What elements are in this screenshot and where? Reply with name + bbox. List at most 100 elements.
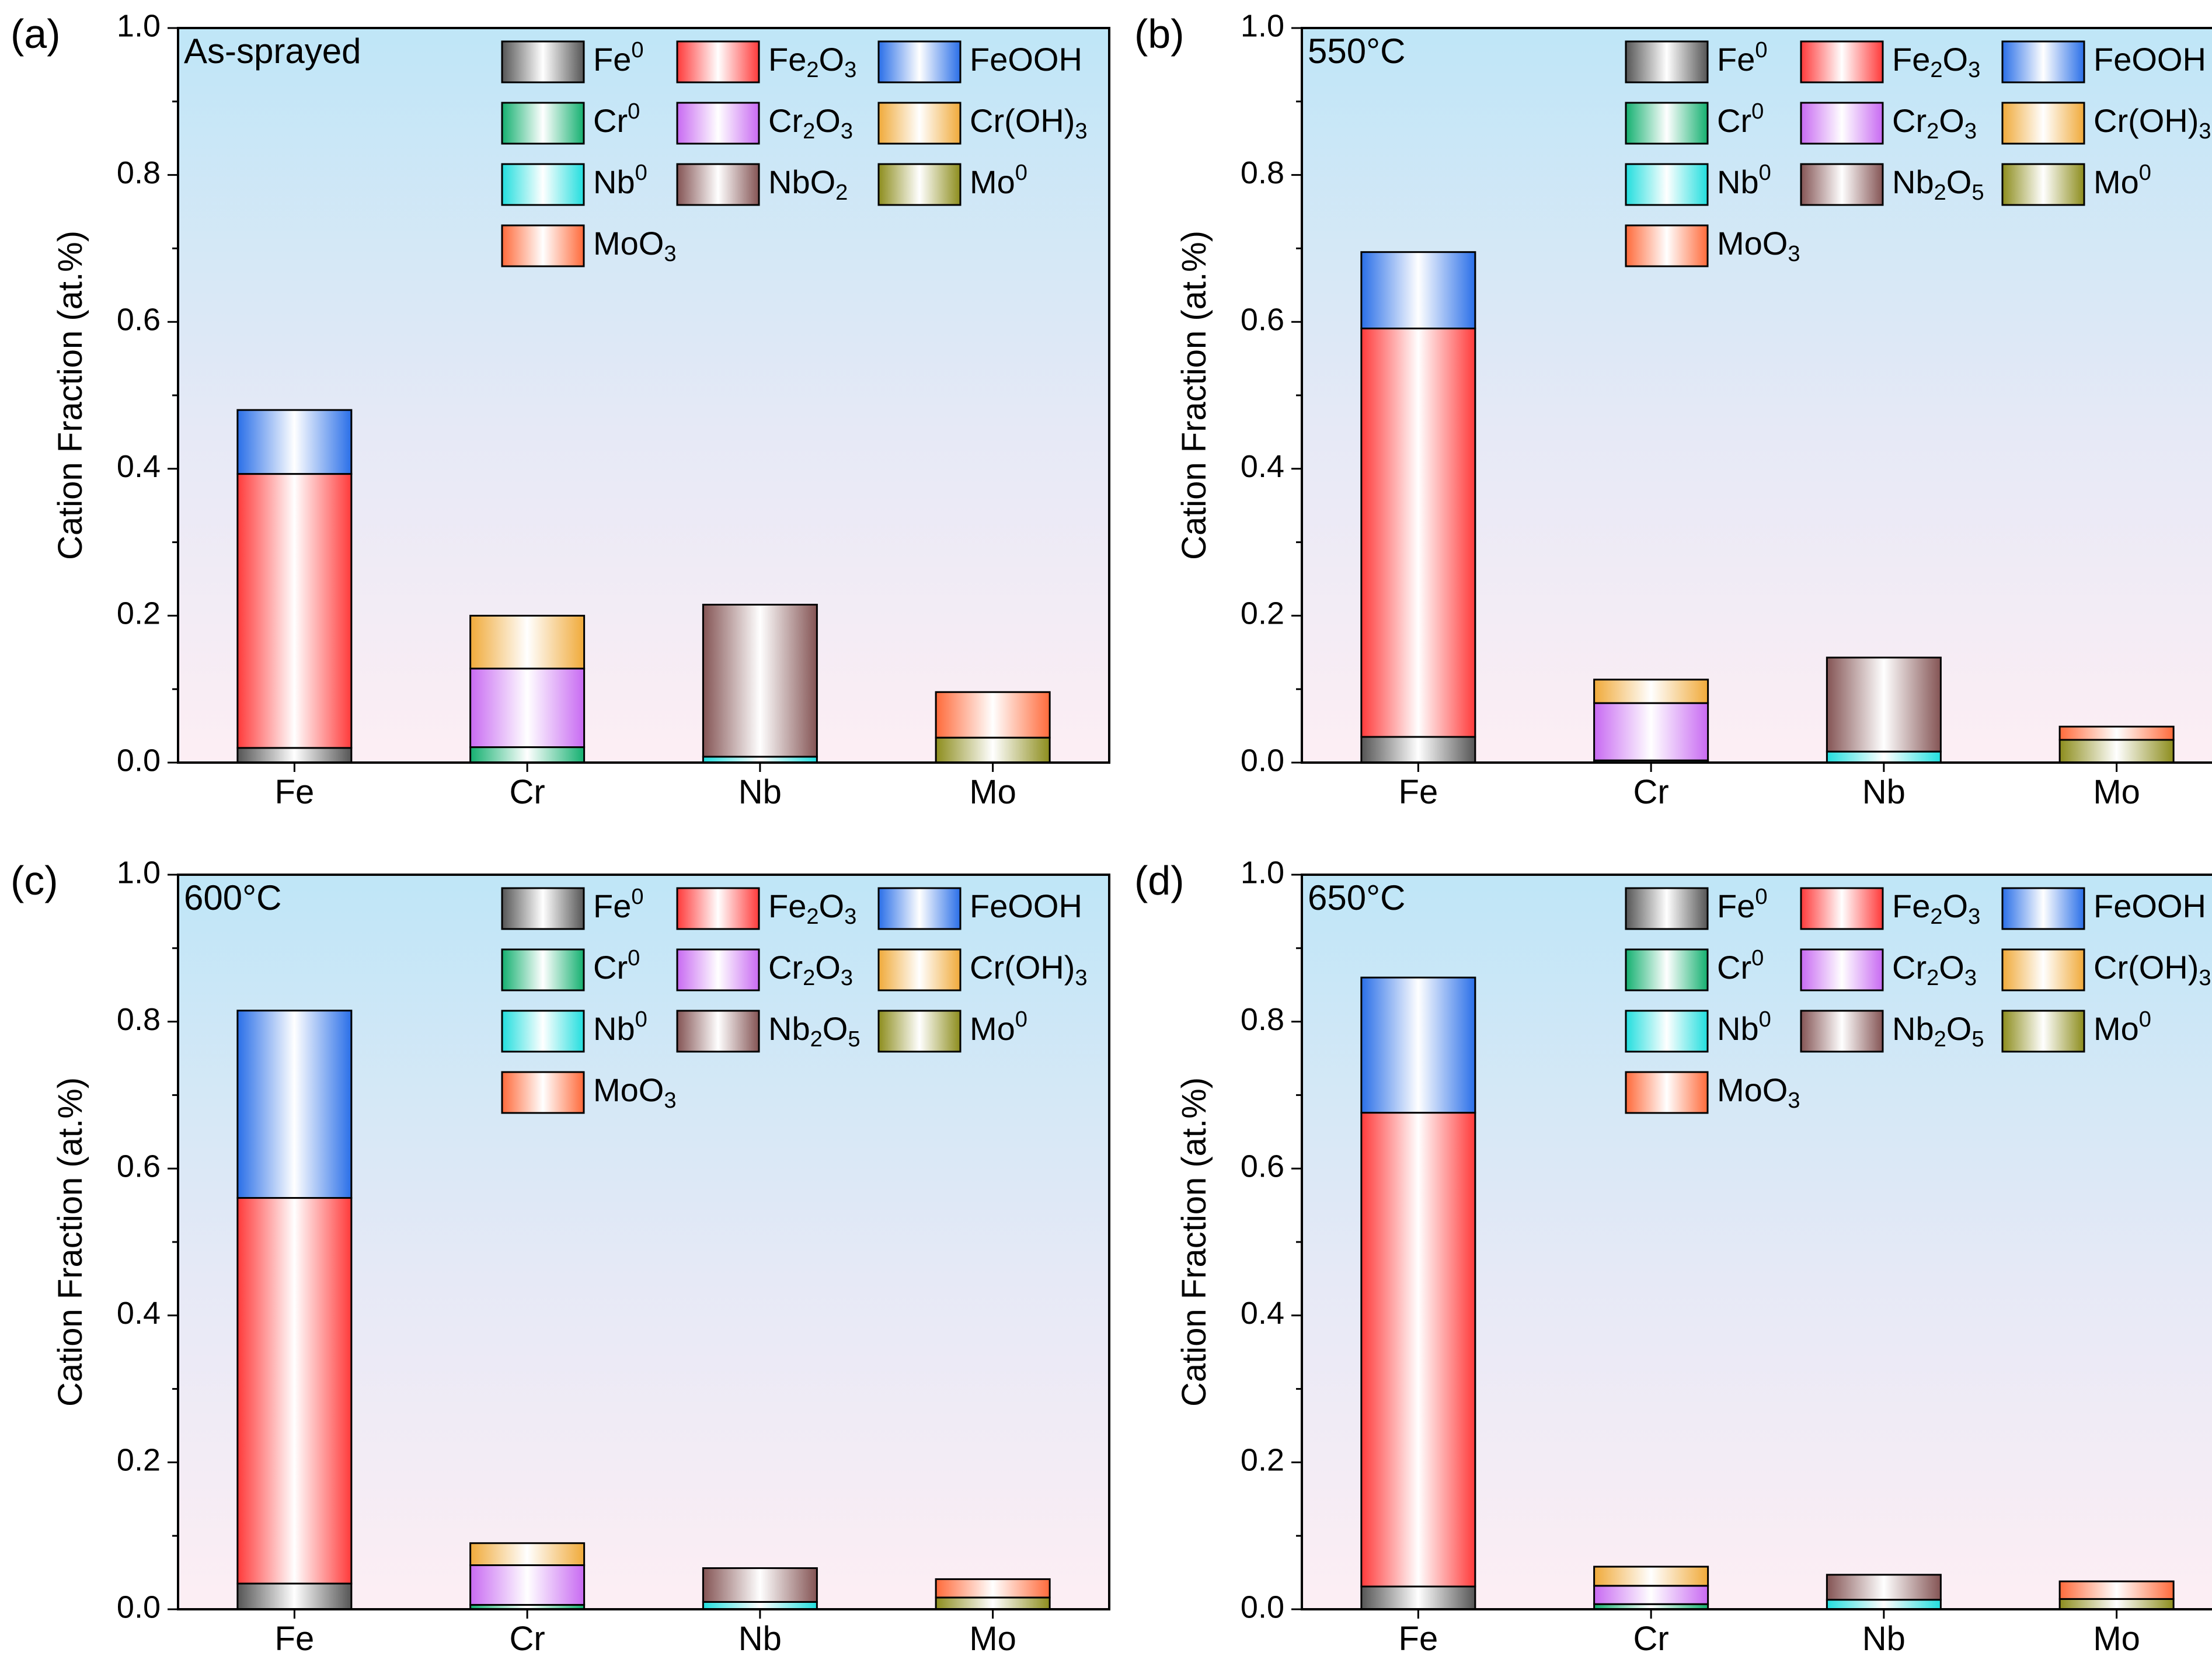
legend-swatch — [1800, 1010, 1884, 1053]
legend-item-nbo2: NbO2​ — [676, 163, 848, 206]
legend-swatch — [1800, 40, 1884, 84]
x-tick-label: Cr — [510, 773, 545, 811]
x-tick-label: Nb — [1862, 773, 1906, 811]
legend-swatch — [501, 887, 585, 930]
bar-segment-nb-nb2o5 — [702, 1567, 818, 1603]
bar-segment-fe-feooh — [236, 409, 353, 475]
legend-item-cr2o3: Cr2O3​ — [1800, 948, 1977, 991]
bar-segment-nb-nbo2 — [702, 604, 818, 758]
legend-item-mo0: Mo0​ — [2001, 1007, 2151, 1053]
y-tick-label: 1.0 — [1241, 8, 1284, 43]
legend-swatch — [877, 163, 962, 206]
legend-label: Mo0​ — [970, 161, 1027, 200]
legend-label: Cr2O3​ — [1892, 949, 1977, 990]
legend-item-moo3: MoO3​ — [1625, 1071, 1800, 1114]
legend-swatch — [1625, 1010, 1709, 1053]
bar-segment-cr-croh3 — [469, 1542, 586, 1567]
legend-swatch — [2001, 102, 2085, 145]
legend-swatch — [1800, 887, 1884, 930]
y-tick-label: 0.8 — [117, 1002, 161, 1037]
legend-item-fe0: Fe0​ — [501, 38, 644, 84]
legend-label: FeOOH — [970, 41, 1082, 78]
legend-item-croh3: Cr(OH)3​ — [877, 948, 1088, 991]
legend-item-cr0: Cr0​ — [501, 946, 640, 991]
bar-segment-fe-feooh — [236, 1010, 353, 1199]
panel-title: As-sprayed — [184, 32, 361, 71]
legend-item-fe0: Fe0​ — [1625, 38, 1768, 84]
bar-segment-fe-fe0 — [1360, 1585, 1476, 1610]
legend-label: Fe0​ — [1717, 38, 1768, 78]
legend-label: Fe0​ — [593, 885, 644, 924]
legend-swatch — [877, 1010, 962, 1053]
legend-item-fe2o3: Fe2O3​ — [676, 887, 856, 930]
legend-label: FeOOH — [970, 888, 1082, 924]
legend-item-nb2o5: Nb2O5​ — [676, 1010, 861, 1053]
legend-swatch — [1800, 102, 1884, 145]
legend-item-fe2o3: Fe2O3​ — [676, 40, 856, 84]
legend-swatch — [877, 887, 962, 930]
legend-label: Fe2O3​ — [768, 888, 856, 929]
legend-swatch — [877, 102, 962, 145]
panel-1: Fe Cr Nb Mo 0.0 0.2 0.4 0.6 0.8 1.0 Cation Fractio… — [1134, 8, 2212, 811]
legend-swatch — [2001, 40, 2085, 84]
legend-swatch — [676, 163, 760, 206]
y-tick-label: 0.0 — [1241, 1589, 1284, 1624]
legend-label: Nb0​ — [1717, 161, 1771, 200]
legend-item-nb2o5: Nb2O5​ — [1800, 1010, 1984, 1053]
legend-item-cr0: Cr0​ — [501, 99, 640, 145]
x-tick-label: Cr — [510, 1620, 545, 1658]
legend-swatch — [2001, 948, 2085, 991]
panel-title: 550°C — [1308, 32, 1405, 71]
legend-label: Fe2O3​ — [768, 41, 856, 82]
legend-item-croh3: Cr(OH)3​ — [2001, 948, 2211, 991]
legend-swatch — [501, 948, 585, 991]
bar-segment-fe-fe0 — [236, 747, 353, 764]
legend-swatch — [501, 1010, 585, 1053]
y-tick-label: 1.0 — [117, 855, 161, 890]
legend-label: Mo0​ — [970, 1007, 1027, 1047]
legend-swatch — [1625, 163, 1709, 206]
bar-segment-nb-nb0 — [1826, 1599, 1942, 1610]
legend-swatch — [877, 40, 962, 84]
y-axis-label: Cation Fraction (at.%) — [1175, 231, 1213, 560]
panel-3: Fe Cr Nb Mo 0.0 0.2 0.4 0.6 0.8 1.0 Cation Fractio… — [1134, 855, 2212, 1658]
legend-label: MoO3​ — [593, 225, 677, 266]
legend-label: Cr0​ — [1717, 946, 1764, 986]
legend-item-moo3: MoO3​ — [501, 1071, 677, 1114]
legend-swatch — [676, 40, 760, 84]
legend-item-mo0: Mo0​ — [2001, 161, 2151, 206]
y-tick-label: 1.0 — [1241, 855, 1284, 890]
legend-swatch — [676, 948, 760, 991]
legend-item-croh3: Cr(OH)3​ — [877, 102, 1088, 145]
x-tick-label: Fe — [275, 1620, 315, 1658]
legend-swatch — [1625, 224, 1709, 267]
legend-label: Fe0​ — [593, 38, 644, 78]
x-tick-label: Mo — [969, 1620, 1016, 1658]
panel-label: (a) — [11, 11, 61, 57]
bar-segment-mo-moo3 — [935, 691, 1051, 739]
legend-label: Fe2O3​ — [1892, 41, 1980, 82]
x-tick-label: Mo — [969, 773, 1016, 811]
legend-item-nb0: Nb0​ — [1625, 1007, 1771, 1053]
bar-segment-fe-feooh — [1360, 251, 1476, 330]
y-tick-label: 0.6 — [1241, 302, 1284, 337]
bar-segment-fe-fe2o3 — [1360, 328, 1476, 738]
x-tick-label: Nb — [1862, 1620, 1906, 1658]
bar-segment-fe-fe2o3 — [236, 1197, 353, 1585]
panel-label: (d) — [1134, 858, 1185, 903]
bar-segment-mo-mo0 — [935, 1596, 1051, 1610]
legend-label: MoO3​ — [1717, 225, 1800, 266]
legend-item-feooh: FeOOH — [2001, 40, 2206, 84]
legend-item-nb0: Nb0​ — [1625, 161, 1771, 206]
legend-label: Cr0​ — [1717, 99, 1764, 139]
legend-item-fe0: Fe0​ — [501, 885, 644, 930]
bar-segment-mo-mo0 — [2058, 739, 2175, 764]
legend-label: MoO3​ — [1717, 1071, 1800, 1113]
legend-label: FeOOH — [2093, 41, 2206, 78]
bar-segment-cr-cr2o3 — [469, 1564, 586, 1606]
bar-segment-cr-cr0 — [469, 746, 586, 764]
y-tick-label: 0.0 — [1241, 743, 1284, 778]
y-tick-label: 0.0 — [117, 743, 161, 778]
bar-segment-fe-feooh — [1360, 976, 1476, 1114]
